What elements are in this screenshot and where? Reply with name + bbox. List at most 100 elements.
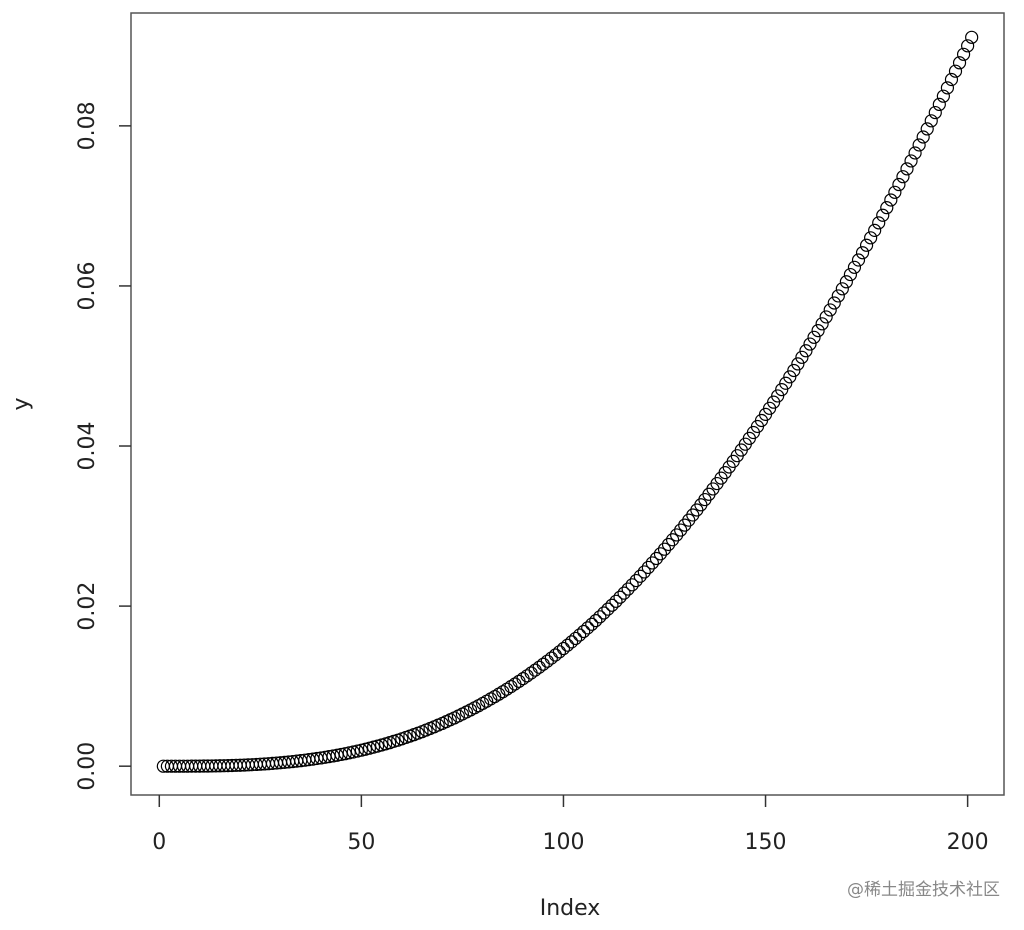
point <box>637 565 651 579</box>
point <box>847 260 862 274</box>
point <box>665 533 680 547</box>
y-tick-label: 0.04 <box>75 422 100 471</box>
point <box>896 170 910 184</box>
point <box>544 651 558 665</box>
point <box>678 518 692 532</box>
point <box>827 296 841 310</box>
point <box>924 114 938 128</box>
point <box>520 669 534 683</box>
point <box>589 613 603 628</box>
point <box>621 582 635 596</box>
y-tick-label: 0.06 <box>75 261 100 310</box>
point <box>859 238 874 252</box>
point <box>872 216 886 230</box>
point <box>904 154 918 168</box>
point <box>900 162 914 176</box>
point <box>843 267 858 282</box>
point <box>940 81 955 95</box>
point <box>585 617 599 631</box>
point <box>791 357 805 371</box>
point <box>548 648 562 662</box>
point <box>948 64 963 78</box>
point <box>568 631 583 646</box>
point <box>686 508 700 522</box>
point <box>795 350 809 364</box>
point <box>831 289 845 303</box>
x-tick-label: 200 <box>947 830 989 855</box>
point <box>702 487 716 501</box>
point <box>815 317 829 331</box>
point <box>965 30 979 44</box>
point <box>912 138 926 152</box>
point <box>601 602 615 616</box>
x-tick-label: 50 <box>347 830 375 855</box>
x-tick-label: 100 <box>542 830 584 855</box>
point <box>920 122 934 136</box>
y-tick-label: 0.08 <box>75 101 100 150</box>
point <box>370 739 385 753</box>
point <box>645 556 659 570</box>
point <box>956 47 971 61</box>
point <box>779 376 793 390</box>
point <box>851 253 866 267</box>
point <box>492 687 506 701</box>
point <box>577 624 591 639</box>
point <box>362 741 377 755</box>
point <box>536 657 550 671</box>
point <box>819 310 833 324</box>
y-tick-label: 0.02 <box>75 582 100 631</box>
point <box>625 578 639 592</box>
point <box>936 89 950 103</box>
point <box>888 185 902 199</box>
point <box>916 130 930 144</box>
point <box>799 344 813 358</box>
point <box>783 370 797 384</box>
point <box>641 560 655 575</box>
point <box>807 330 821 344</box>
point <box>961 39 975 53</box>
point <box>661 537 676 552</box>
point <box>944 72 959 87</box>
point <box>868 223 882 237</box>
point <box>516 672 530 686</box>
point <box>876 208 890 222</box>
point <box>581 621 595 635</box>
point <box>540 654 554 668</box>
point <box>597 606 611 620</box>
point <box>892 177 906 192</box>
point <box>657 542 672 556</box>
point <box>835 282 849 296</box>
point <box>532 660 546 674</box>
point <box>952 56 967 70</box>
point <box>884 193 898 207</box>
point <box>771 389 785 403</box>
point <box>366 740 381 754</box>
point <box>605 598 619 612</box>
point <box>609 594 623 608</box>
point <box>524 666 538 680</box>
point <box>855 246 870 260</box>
point <box>674 523 688 537</box>
point <box>593 610 607 624</box>
point <box>617 586 631 600</box>
point <box>374 738 389 752</box>
x-tick-label: 150 <box>745 830 787 855</box>
x-axis-label: Index <box>540 896 601 921</box>
point <box>803 337 817 351</box>
point <box>864 231 878 245</box>
point <box>928 105 942 120</box>
point <box>775 382 789 397</box>
y-tick-label: 0.00 <box>75 742 100 791</box>
point <box>839 275 853 289</box>
point <box>653 547 668 561</box>
point <box>573 628 587 642</box>
point <box>560 638 575 652</box>
point <box>670 528 684 542</box>
point <box>613 590 627 604</box>
point <box>706 482 720 496</box>
x-tick-label: 0 <box>152 830 166 855</box>
point <box>880 201 894 215</box>
point <box>823 303 837 317</box>
point <box>629 573 643 588</box>
plot-box <box>130 12 1005 796</box>
